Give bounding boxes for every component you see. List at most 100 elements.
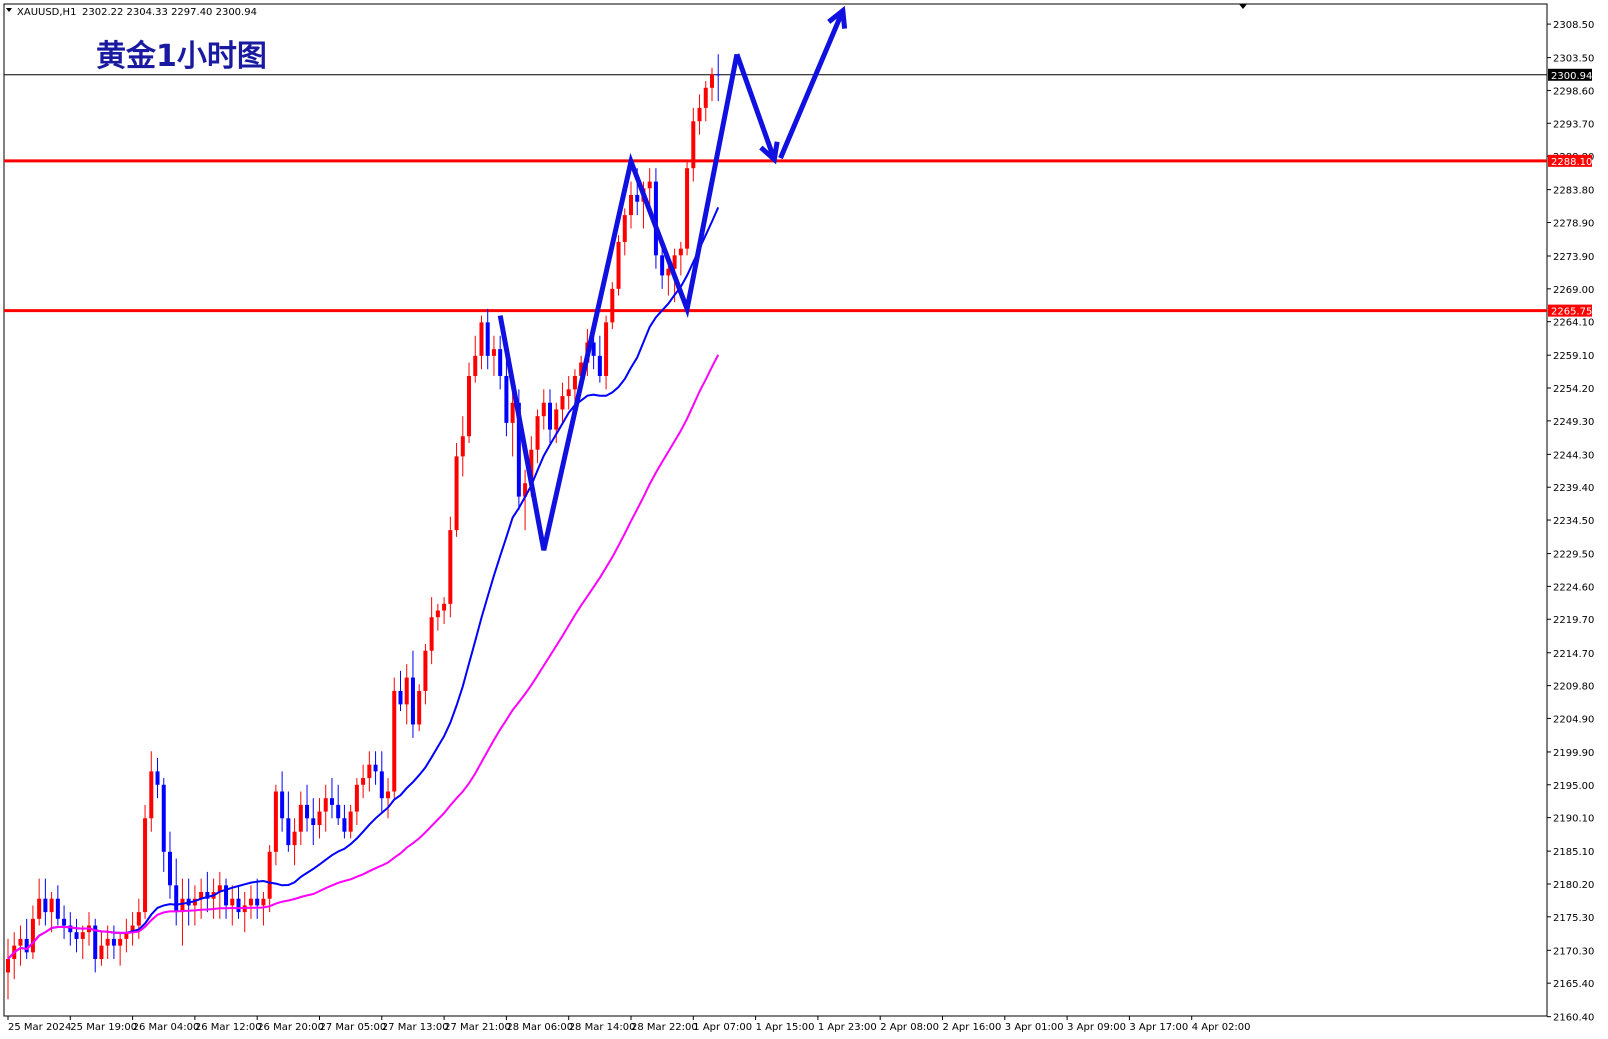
candle-body [93,925,98,960]
candle-body [604,322,609,376]
y-tick-label: 2185.10 [1553,847,1594,858]
y-tick-label: 2239.40 [1553,483,1594,494]
forecast-zigzag [497,53,740,551]
x-tick-label: 25 Mar 19:00 [70,1022,137,1033]
candle-body [709,74,714,88]
candle-body [541,402,546,417]
candle-body [454,456,459,531]
candle-body [55,898,60,919]
candle-body [523,483,528,497]
candle-body [273,791,278,852]
y-tick-label: 2224.60 [1553,582,1594,593]
x-tick-label: 28 Mar 22:00 [631,1022,698,1033]
candle-body [24,938,29,953]
candle-body [386,791,391,799]
candle-body [548,402,553,430]
forecast-arrow-down-head [759,141,780,165]
candle-body [155,771,160,785]
moving-averages [7,206,720,960]
y-tick-label: 2204.90 [1553,714,1594,725]
candle-body [255,898,260,906]
candle-body [261,898,266,906]
candle-body [311,818,316,825]
y-tick-label: 2195.00 [1553,781,1594,792]
y-tick-label: 2264.10 [1553,318,1594,329]
lower-level-tag: 2265.75 [1551,307,1592,318]
candle-body [398,690,403,705]
ma-slow-line [7,354,720,960]
candle-body [336,804,341,819]
candle-body [560,396,565,410]
candle-body [379,771,384,799]
y-tick-label: 2244.30 [1553,450,1594,461]
candle-body [460,436,465,457]
y-tick-label: 2234.50 [1553,516,1594,527]
candle-body [292,831,297,846]
candle-body [535,416,540,450]
candle-body [329,798,334,805]
candle-body [685,168,690,249]
candle-body [660,255,665,276]
candle-body [105,938,110,946]
candle-body [348,811,353,832]
candle-body [199,892,204,899]
candle-body [30,918,35,953]
x-tick-label: 26 Mar 12:00 [195,1022,262,1033]
forecast-arrows [497,5,848,551]
y-tick-label: 2214.70 [1553,649,1594,660]
x-tick-label: 27 Mar 13:00 [382,1022,449,1033]
y-tick-label: 2219.70 [1553,615,1594,626]
candle-body [286,818,291,846]
shift-marker-icon[interactable] [1239,4,1247,9]
candle-body [323,798,328,812]
y-tick-label: 2259.10 [1553,351,1594,362]
x-tick-label: 1 Apr 15:00 [756,1022,815,1033]
candle-body [74,932,79,939]
collapse-triangle-icon[interactable] [6,8,12,12]
candle-body [80,932,85,939]
candle-body [354,784,359,812]
candle-body [554,409,559,430]
chart-annotation-title: 黄金1小时图 [96,39,267,74]
candle-body [716,74,721,76]
candle-body [392,690,397,792]
forecast-arrow-up [778,9,846,160]
candle-body [143,818,148,913]
y-tick-label: 2293.70 [1553,119,1594,130]
candle-body [610,288,615,323]
candle-body [529,449,534,484]
y-tick-label: 2308.50 [1553,20,1594,31]
candles [6,54,721,1000]
candle-body [161,784,166,852]
x-tick-label: 4 Apr 02:00 [1192,1022,1251,1033]
candle-body [18,938,23,946]
x-tick-label: 27 Mar 21:00 [444,1022,511,1033]
candle-body [467,375,472,437]
candle-body [491,349,496,356]
candle-body [448,530,453,604]
candle-body [572,375,577,390]
x-tick-label: 2 Apr 16:00 [943,1022,1002,1033]
y-tick-label: 2170.30 [1553,946,1594,957]
y-tick-label: 2278.90 [1553,218,1594,229]
symbol-label: XAUUSD,H1 [17,7,76,18]
candle-body [248,898,253,906]
candle-body [230,898,235,906]
candle-body [653,181,658,256]
candle-body [118,938,123,946]
y-tick-label: 2209.80 [1553,682,1594,693]
x-tick-label: 25 Mar 2024 [8,1022,71,1033]
forecast-arrow-up-head [827,5,848,29]
candle-body [629,195,633,216]
candle-body [342,818,347,832]
candle-body [6,959,10,973]
y-tick-label: 2229.50 [1553,550,1594,561]
candle-body [267,851,272,899]
candle-body [298,804,303,832]
y-tick-label: 2269.00 [1553,285,1594,296]
forecast-arrow-down [734,53,777,161]
candle-body [616,241,621,289]
candle-body [367,764,372,779]
